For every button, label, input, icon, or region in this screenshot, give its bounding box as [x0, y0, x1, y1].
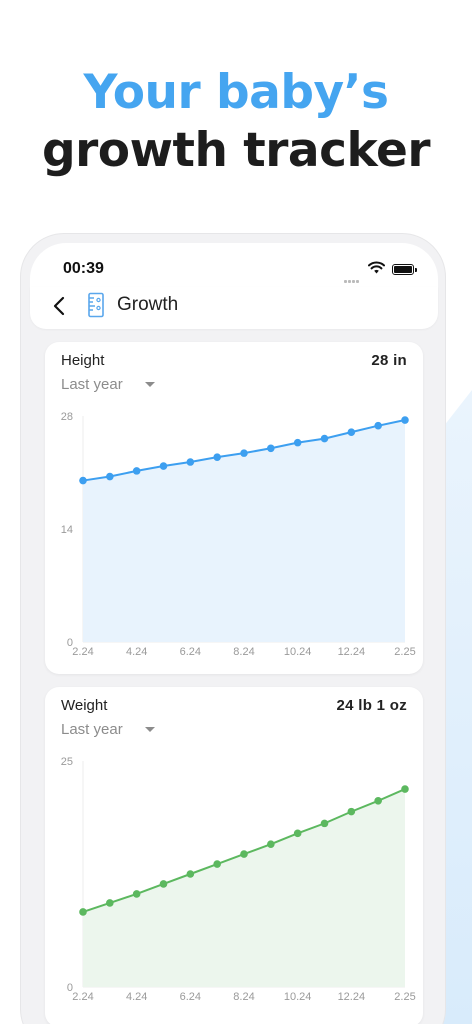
weight-data-point: [132, 890, 141, 898]
weight-data-point: [159, 880, 168, 888]
height-data-point: [374, 421, 382, 430]
height-data-point: [267, 444, 275, 453]
weight-xtick-label: 2.25: [394, 991, 415, 1003]
chevron-left-icon[interactable]: [50, 295, 70, 317]
wifi-icon: [368, 261, 385, 274]
height-xtick-label: 6.24: [180, 646, 201, 658]
height-xtick-label: 2.24: [72, 646, 93, 658]
phone-frame: 00:39 Growth Height 28 in Last year 0 14 2…: [20, 233, 446, 1024]
headline-line-2: growth tracker: [41, 123, 431, 178]
weight-ytick-label: 25: [61, 756, 73, 768]
weight-card-value: 24 lb 1 oz: [336, 697, 407, 714]
weight-data-point: [267, 840, 275, 848]
weight-xtick-label: 6.24: [180, 991, 201, 1003]
weight-data-point: [240, 850, 248, 858]
weight-area: [83, 789, 405, 987]
height-card[interactable]: Height 28 in Last year 0 14 28 2.24 4.24 6.24…: [45, 342, 423, 674]
ruler-icon: [88, 292, 104, 318]
height-data-point: [106, 472, 114, 481]
height-ytick-label: 28: [61, 411, 73, 423]
weight-card-title: Weight: [61, 697, 108, 714]
promo-headline: Your baby’s growth tracker: [0, 64, 472, 180]
height-data-point: [186, 458, 195, 466]
height-ytick-label: 14: [61, 524, 73, 536]
weight-xtick-label: 12.24: [338, 991, 366, 1003]
height-period-dropdown[interactable]: Last year: [61, 376, 123, 393]
height-ytick-label: 0: [67, 637, 73, 649]
height-xtick-label: 8.24: [233, 646, 254, 658]
weight-data-point: [401, 785, 409, 793]
height-data-point: [79, 476, 87, 485]
height-data-point: [320, 434, 329, 443]
height-area: [83, 420, 405, 642]
status-time: 00:39: [63, 260, 104, 277]
weight-xtick-label: 2.24: [72, 991, 93, 1003]
weight-card[interactable]: Weight 24 lb 1 oz Last year 0 25 2.24 4.24 6…: [45, 687, 423, 1024]
height-data-point: [132, 467, 141, 475]
battery-icon: [392, 264, 417, 275]
height-data-point: [401, 416, 409, 424]
weight-data-point: [79, 908, 87, 916]
height-data-point: [213, 453, 221, 461]
height-xtick-label: 10.24: [284, 646, 312, 658]
weight-data-point: [320, 819, 329, 828]
weight-xtick-label: 4.24: [126, 991, 147, 1003]
height-data-point: [159, 462, 168, 470]
weight-period-dropdown[interactable]: Last year: [61, 721, 123, 738]
weight-data-point: [106, 899, 114, 907]
height-xtick-label: 2.25: [394, 646, 415, 658]
height-chart: 0 14 28 2.24 4.24 6.24 8.24 10.24 12.24 2.25: [61, 411, 416, 658]
page-title: Growth: [117, 294, 179, 315]
chevron-down-icon[interactable]: [145, 382, 155, 387]
weight-xtick-label: 10.24: [284, 991, 312, 1003]
height-data-point: [347, 428, 356, 436]
height-card-value: 28 in: [371, 352, 407, 369]
height-card-title: Height: [61, 352, 105, 369]
height-xtick-label: 4.24: [126, 646, 147, 658]
nav-bar: Growth: [30, 287, 438, 329]
weight-data-point: [374, 796, 382, 805]
weight-data-point: [186, 870, 195, 878]
weight-xtick-label: 8.24: [233, 991, 254, 1003]
headline-line-1: Your baby’s: [83, 65, 389, 120]
height-data-point: [240, 449, 248, 457]
weight-data-point: [347, 807, 356, 816]
weight-data-point: [293, 829, 302, 838]
signal-icon: [344, 270, 362, 283]
chevron-down-icon[interactable]: [145, 727, 155, 732]
weight-chart: 0 25 2.24 4.24 6.24 8.24 10.24 12.24 2.25: [61, 756, 416, 1003]
weight-ytick-label: 0: [67, 982, 73, 994]
status-bar: 00:39: [30, 243, 438, 287]
height-xtick-label: 12.24: [338, 646, 366, 658]
height-data-point: [293, 438, 302, 447]
weight-data-point: [213, 860, 221, 868]
